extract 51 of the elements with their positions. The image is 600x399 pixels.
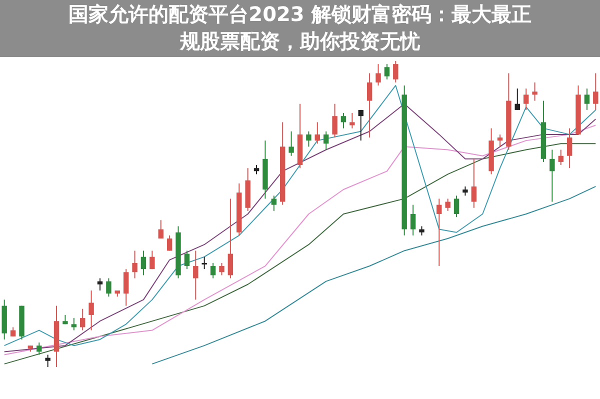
candlestick — [314, 122, 320, 144]
candlestick — [410, 204, 416, 236]
candlestick — [332, 103, 338, 138]
candlestick — [254, 164, 260, 175]
candlestick — [497, 134, 503, 148]
candlestick — [228, 198, 234, 279]
candlestick — [80, 308, 86, 331]
candlestick — [366, 72, 372, 138]
candlestick — [202, 256, 207, 270]
candlestick — [158, 220, 164, 239]
candlestick — [593, 72, 598, 110]
candlestick — [566, 128, 572, 169]
candlestick — [106, 278, 112, 298]
candlestick — [45, 354, 50, 368]
candlestick — [184, 250, 190, 270]
candlestick — [419, 226, 424, 236]
candlestick — [150, 250, 155, 270]
candlestick — [514, 88, 520, 110]
candlestick — [271, 195, 277, 212]
chart-title: 国家允许的配资平台2023 解锁财富密码：最大最正规股票配资，助你投资无忧 — [0, 0, 600, 57]
candlestick — [219, 262, 224, 276]
candlestick — [166, 234, 172, 252]
candlestick — [454, 195, 460, 218]
candlestick — [97, 278, 103, 291]
candlestick — [36, 342, 42, 356]
candlestick — [88, 290, 94, 331]
candlestick — [471, 158, 477, 208]
candlestick — [210, 262, 216, 279]
candlestick — [462, 186, 468, 196]
candlestick — [523, 88, 529, 110]
candlestick — [306, 130, 312, 148]
candlestick — [350, 112, 355, 129]
candlestick — [558, 149, 564, 166]
candlestick — [550, 149, 555, 202]
candlestick — [436, 198, 442, 267]
candlestick — [140, 250, 146, 276]
candlestick — [132, 250, 138, 279]
candlestick — [445, 198, 450, 212]
candlestick — [71, 318, 77, 331]
candlestick — [584, 88, 590, 110]
candlestick — [532, 82, 538, 102]
candlestick — [384, 64, 390, 80]
candlestick — [10, 326, 16, 337]
candlestick — [393, 60, 398, 83]
candlestick — [288, 130, 294, 156]
candlestick — [323, 130, 329, 150]
candlestick — [193, 250, 198, 300]
candlestick — [340, 112, 346, 129]
candlestick — [358, 109, 364, 142]
candlestick — [123, 268, 129, 306]
candlestick — [376, 64, 381, 86]
